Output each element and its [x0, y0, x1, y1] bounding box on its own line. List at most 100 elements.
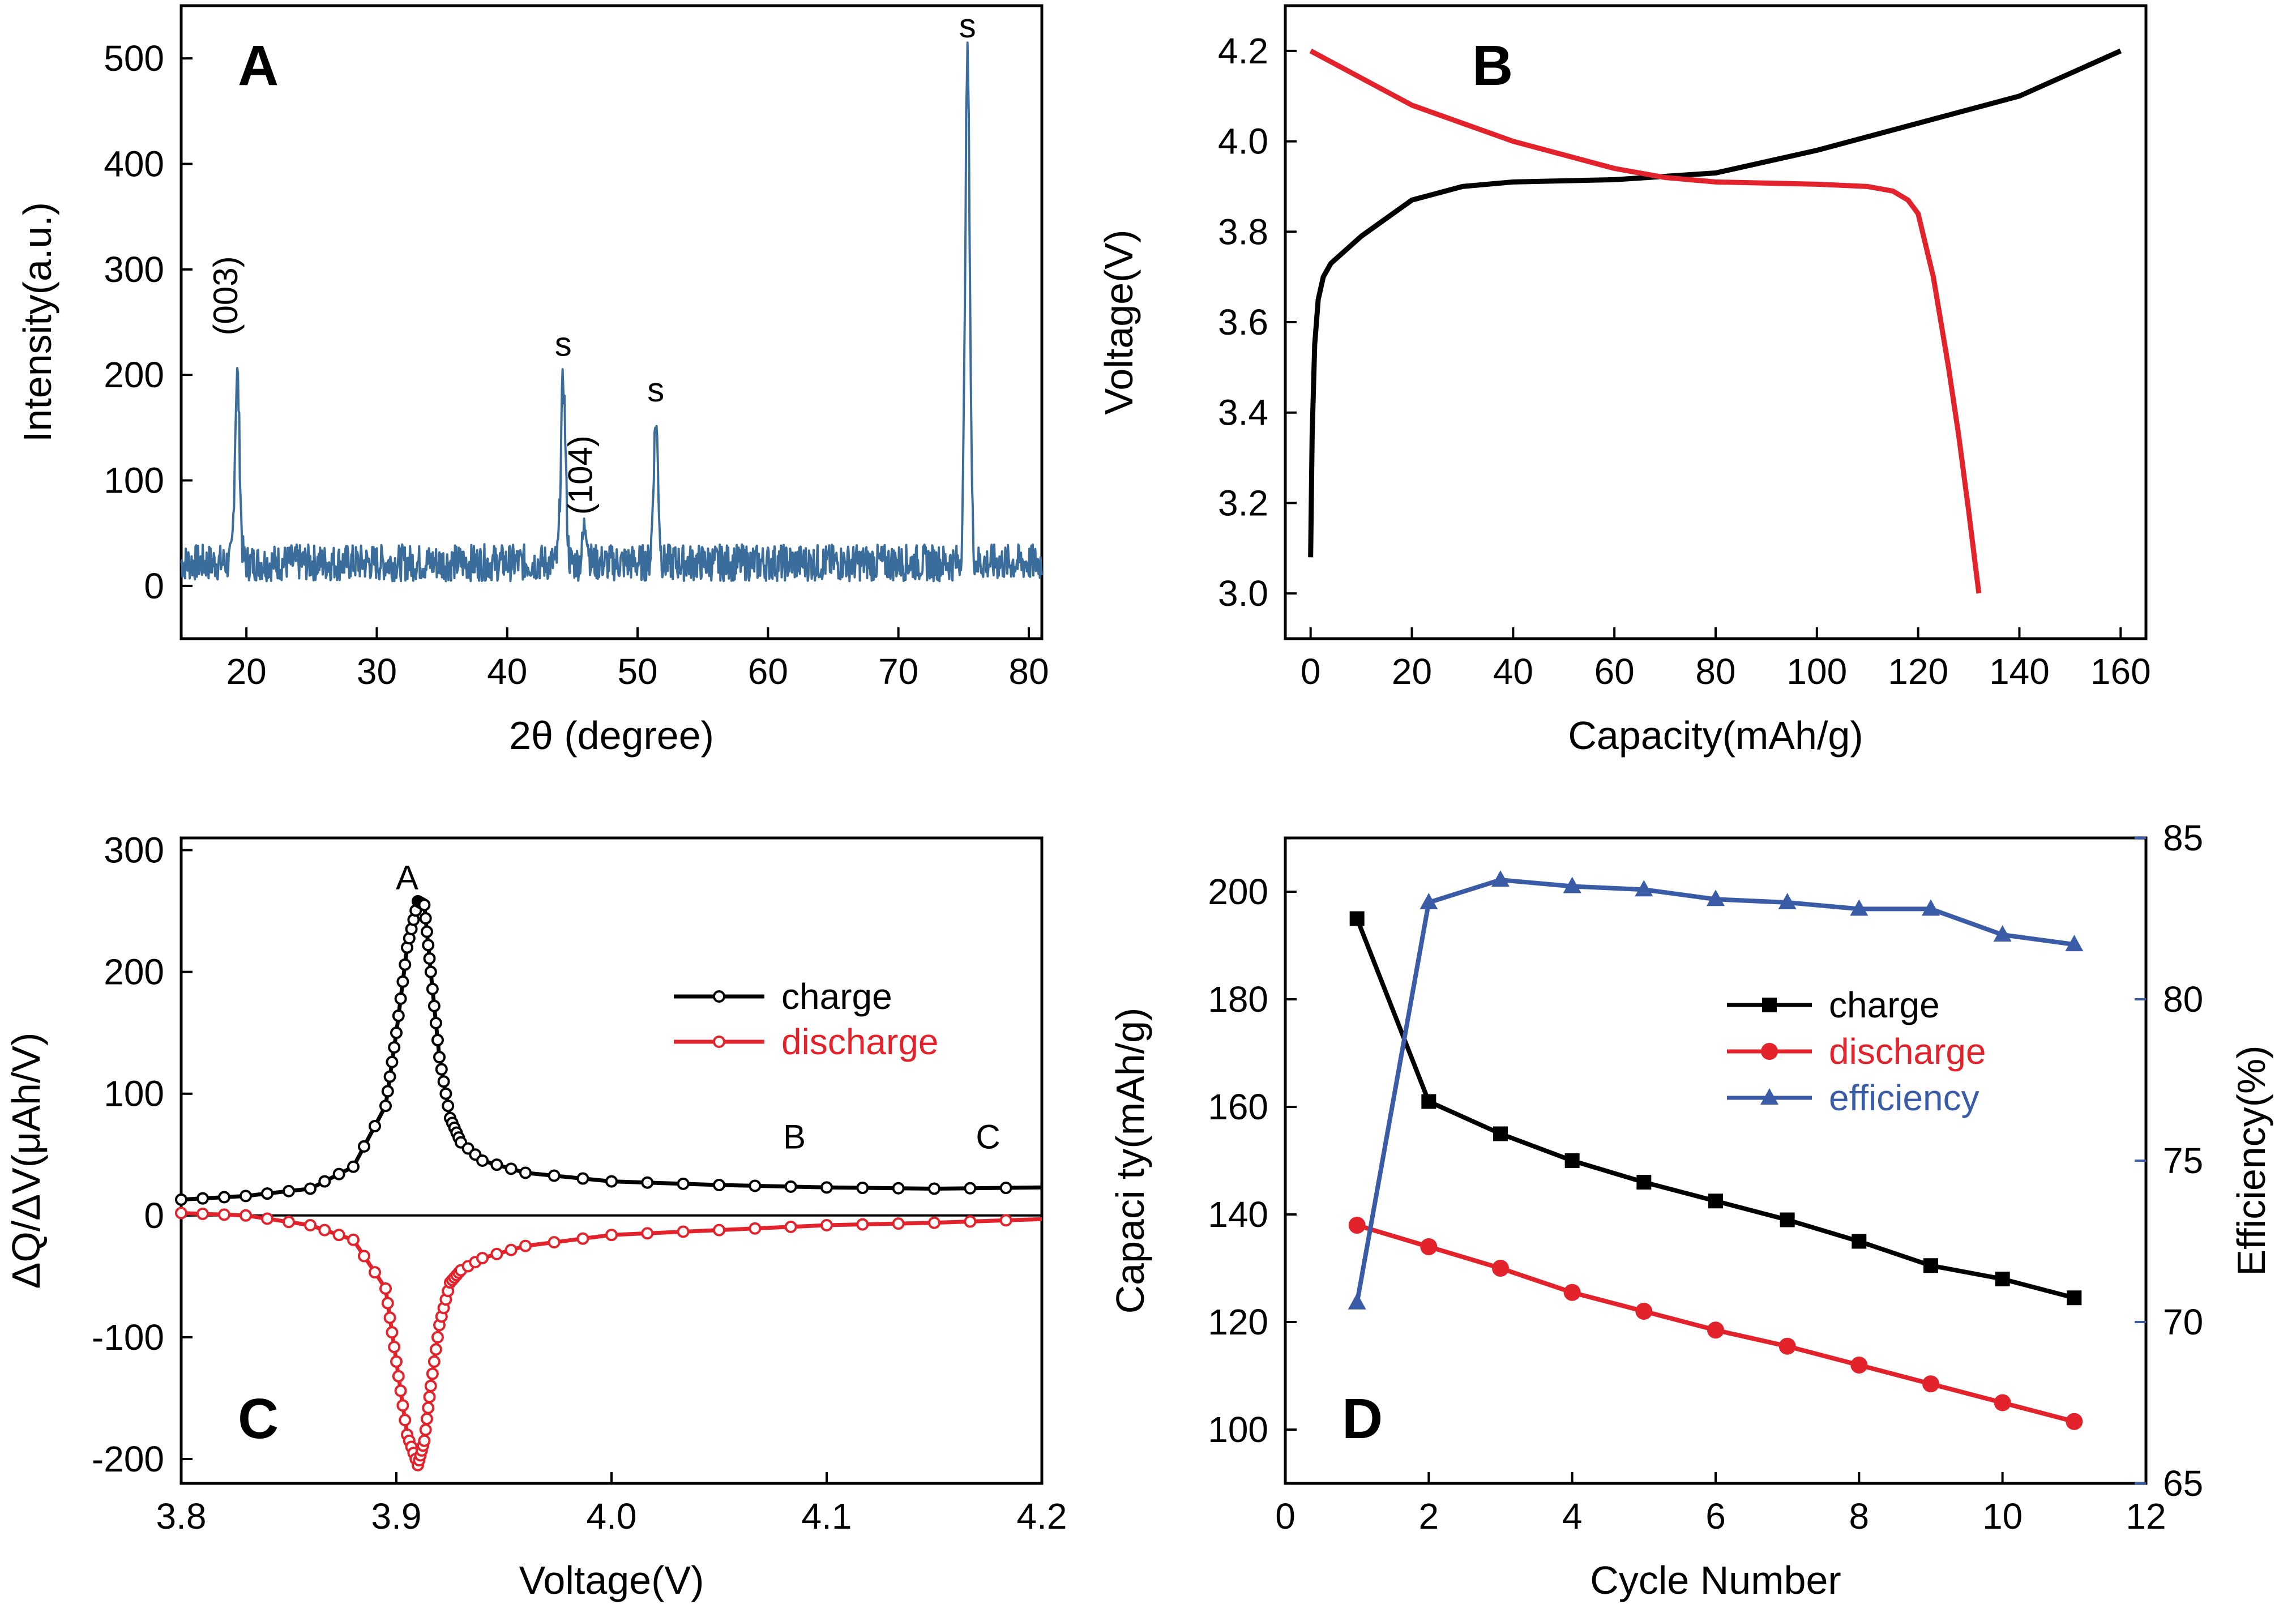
- panel-b-x-tick-label: 120: [1888, 651, 1948, 692]
- series-charge-marker: [1636, 1175, 1652, 1190]
- series-discharge-marker: [490, 1247, 503, 1260]
- series-efficiency-marker: [1348, 1293, 1366, 1310]
- panel-a-y-axis-title: Intensity(a.u.): [15, 202, 59, 442]
- panel-d-y-tick-label: 160: [1208, 1086, 1268, 1127]
- series-charge-marker: [1493, 1126, 1508, 1141]
- series-discharge-marker: [332, 1229, 345, 1242]
- series-discharge-marker: [175, 1207, 187, 1220]
- panel-b-x-tick-label: 60: [1594, 651, 1635, 692]
- panel-d: 0 2 4 6 8 10 12 100 120 140 160 180 200 Cycle Number C…: [1108, 818, 2273, 1602]
- series-discharge-marker: [283, 1216, 295, 1229]
- series-discharge-marker: [892, 1217, 905, 1230]
- series-discharge-marker: [427, 1355, 441, 1368]
- series-charge-marker: [677, 1177, 690, 1190]
- series-discharge-marker: [369, 1266, 381, 1279]
- series-discharge-marker: [1635, 1303, 1653, 1320]
- panel-b-x-tick-label: 80: [1695, 651, 1735, 692]
- panel-d-y-axis-title: Capaci ty(mAh/g): [1108, 1008, 1152, 1314]
- series-charge-marker: [283, 1184, 295, 1197]
- series-discharge-marker: [928, 1216, 940, 1229]
- panel-a-x-tick-label: 20: [226, 651, 267, 692]
- series-discharge-marker: [419, 1423, 432, 1436]
- series-discharge-marker: [1707, 1321, 1724, 1339]
- series-efficiency-marker: [1922, 899, 1940, 916]
- series-charge-marker: [381, 1085, 394, 1098]
- peak-annotation: (003): [207, 256, 245, 335]
- legend-marker-charge: [1762, 998, 1777, 1012]
- panel-a-x-tick-label: 40: [487, 651, 527, 692]
- series-charge-marker: [442, 1100, 455, 1113]
- series-discharge-marker: [1348, 1217, 1366, 1234]
- series-discharge-marker: [426, 1367, 439, 1380]
- panel-b-y-tick-label: 3.2: [1218, 482, 1268, 523]
- series-efficiency-marker: [1778, 893, 1797, 909]
- series-efficiency-marker: [1993, 925, 2012, 942]
- panel-d-x-tick-label: 4: [1562, 1496, 1583, 1537]
- series-discharge-marker: [1778, 1337, 1796, 1355]
- series-discharge-marker: [381, 1297, 394, 1310]
- panel-c-x-tick-label: 3.8: [156, 1496, 207, 1537]
- legend-marker-charge: [713, 990, 725, 1003]
- panel-a: 20 30 40 50 60 70 80 0 100 200 300 400 500 2θ (degree…: [15, 4, 1049, 758]
- series-charge-line: [1308, 48, 2122, 558]
- panel-d-y-tick-label: 200: [1208, 871, 1268, 912]
- series-charge-marker: [369, 1120, 381, 1133]
- series-charge-marker: [426, 982, 439, 995]
- legend-label-charge: charge: [1829, 985, 1940, 1025]
- series-discharge-marker: [240, 1209, 252, 1222]
- panel-c-y-tick-label: -200: [92, 1439, 164, 1479]
- panel-d-y-tick-label: 140: [1208, 1194, 1268, 1235]
- series-discharge-marker: [999, 1214, 1012, 1227]
- panel-c-x-tick-label: 4.2: [1017, 1496, 1067, 1537]
- series-discharge-marker: [422, 1401, 435, 1414]
- panel-d-letter: D: [1342, 1387, 1383, 1451]
- legend-marker-discharge: [1761, 1043, 1778, 1060]
- series-charge-marker: [196, 1192, 209, 1205]
- panel-d-y2-axis-title: Efficiency(%): [2229, 1045, 2273, 1276]
- series-charge-marker: [1564, 1153, 1580, 1168]
- series-charge-marker: [439, 1087, 452, 1100]
- series-charge-marker: [422, 939, 435, 952]
- panel-b-x-tick-label: 40: [1493, 651, 1533, 692]
- peak-annotation: s: [959, 7, 976, 45]
- panel-a-letter: A: [238, 34, 279, 97]
- series-discharge-marker: [964, 1215, 977, 1228]
- series-discharge-marker: [386, 1326, 399, 1339]
- series-charge-marker: [892, 1182, 905, 1195]
- panel-d-x-tick-label: 6: [1705, 1496, 1726, 1537]
- panel-b: 0 20 40 60 80 100 120 140 160 3.0 3.2 3.4 3.6 3.8 4.0 4…: [1097, 4, 2151, 758]
- series-charge-marker: [1349, 911, 1365, 926]
- series-charge-marker: [396, 975, 409, 988]
- series-discharge-marker: [261, 1212, 273, 1225]
- panel-b-letter: B: [1472, 34, 1513, 97]
- feature-annotation: A: [396, 858, 418, 896]
- series-discharge-marker: [1922, 1375, 1939, 1393]
- series-charge-marker: [519, 1166, 532, 1179]
- series-discharge-marker: [476, 1252, 489, 1265]
- series-charge-marker: [424, 965, 437, 978]
- series-charge-marker: [392, 1009, 405, 1023]
- series-discharge-marker: [418, 1434, 431, 1447]
- panel-b-y-axis-title: Voltage(V): [1097, 230, 1141, 415]
- panel-d-x-tick-label: 12: [2126, 1496, 2166, 1537]
- panel-c-x-axis-title: Voltage(V): [519, 1558, 704, 1602]
- series-charge-marker: [218, 1191, 230, 1204]
- panel-b-x-axis-title: Capacity(mAh/g): [1568, 713, 1863, 758]
- series-discharge-marker: [641, 1227, 654, 1240]
- series-charge-marker: [427, 999, 441, 1012]
- panel-d-y2-tick-label: 65: [2163, 1463, 2203, 1504]
- feature-annotation: C: [976, 1118, 1000, 1156]
- series-discharge-marker: [379, 1282, 392, 1295]
- series-charge-marker: [358, 1140, 370, 1153]
- series-charge-marker: [2067, 1290, 2082, 1306]
- series-charge-marker: [1923, 1258, 1938, 1273]
- panel-b-x-tick-label: 140: [1989, 651, 2050, 692]
- series-charge-marker: [399, 958, 412, 971]
- panel-c-y-tick-label: 300: [104, 830, 164, 871]
- series-discharge-marker: [394, 1384, 407, 1397]
- series-charge-marker: [318, 1175, 331, 1188]
- panel-c-y-tick-label: -100: [92, 1317, 164, 1358]
- series-charge-marker: [999, 1182, 1012, 1195]
- series-charge-marker: [548, 1169, 561, 1182]
- series-discharge-marker: [856, 1218, 869, 1231]
